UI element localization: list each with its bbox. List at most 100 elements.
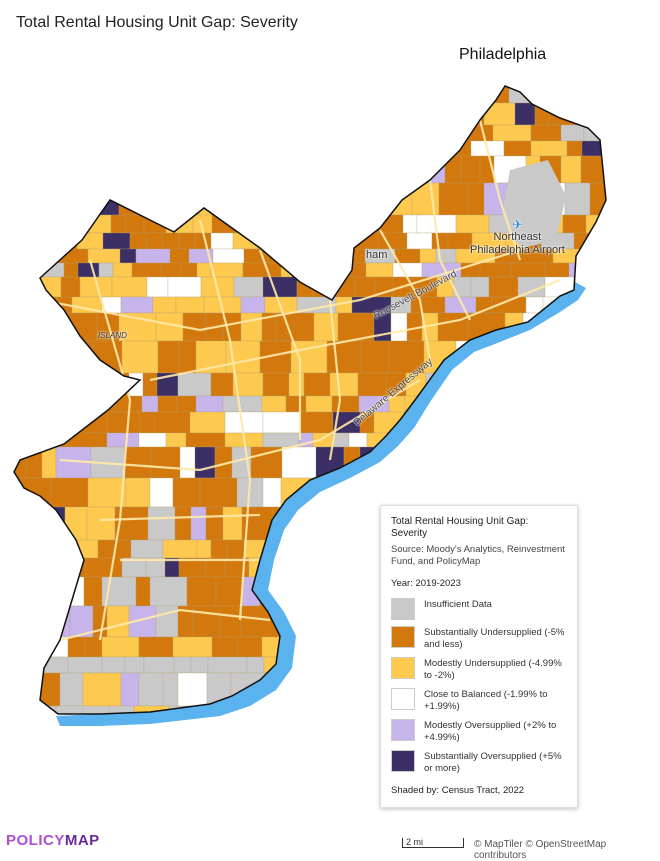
census-tract[interactable]	[125, 477, 151, 508]
legend-item-modestly-undersupplied[interactable]: Modestly Undersupplied (-4.99% to -2%)	[391, 657, 567, 682]
census-tract[interactable]	[0, 340, 31, 374]
census-tract[interactable]	[597, 232, 612, 250]
census-tract[interactable]	[67, 636, 86, 658]
census-tract[interactable]	[108, 705, 135, 738]
census-tract[interactable]	[393, 80, 434, 104]
census-tract[interactable]	[360, 340, 390, 374]
census-tract[interactable]	[199, 477, 238, 508]
census-tract[interactable]	[106, 605, 130, 638]
census-tract[interactable]	[98, 262, 114, 278]
census-tract[interactable]	[0, 557, 29, 578]
census-tract[interactable]	[282, 539, 314, 559]
census-tract[interactable]	[175, 296, 205, 314]
census-tract[interactable]	[0, 248, 27, 264]
census-tract[interactable]	[177, 672, 208, 707]
census-tract[interactable]	[111, 140, 130, 157]
census-tract[interactable]	[278, 557, 311, 578]
census-tract[interactable]	[527, 432, 545, 448]
census-tract[interactable]	[83, 576, 103, 607]
census-tract[interactable]	[261, 395, 287, 413]
census-tract[interactable]	[326, 80, 346, 104]
census-tract[interactable]	[564, 182, 591, 216]
census-tract[interactable]	[588, 372, 628, 397]
census-tract[interactable]	[67, 656, 103, 674]
census-tract[interactable]	[612, 277, 639, 297]
census-tract[interactable]	[60, 340, 80, 374]
census-tract[interactable]	[33, 605, 49, 638]
census-tract[interactable]	[431, 232, 449, 250]
census-tract[interactable]	[120, 296, 154, 314]
map-attribution[interactable]: © MapTiler © OpenStreetMap contributors	[474, 839, 607, 861]
census-tract[interactable]	[102, 232, 131, 250]
census-tract[interactable]	[143, 656, 175, 674]
census-tract[interactable]	[56, 182, 74, 216]
census-tract[interactable]	[346, 605, 374, 638]
census-tract[interactable]	[186, 576, 217, 607]
census-tract[interactable]	[615, 447, 631, 478]
census-tract[interactable]	[381, 102, 416, 126]
census-tract[interactable]	[544, 262, 570, 278]
census-tract[interactable]	[354, 276, 376, 298]
census-tract[interactable]	[444, 155, 462, 184]
census-tract[interactable]	[38, 506, 66, 541]
census-tract[interactable]	[560, 124, 585, 142]
census-tract[interactable]	[174, 124, 190, 142]
census-tract[interactable]	[314, 214, 337, 234]
census-tract[interactable]	[194, 446, 216, 479]
census-tract[interactable]	[22, 182, 58, 216]
census-tract[interactable]	[467, 182, 485, 216]
census-tract[interactable]	[198, 182, 234, 216]
census-tract[interactable]	[560, 155, 582, 184]
census-tract[interactable]	[143, 214, 167, 234]
census-tract[interactable]	[138, 636, 174, 658]
census-tract[interactable]	[612, 313, 645, 341]
census-tract[interactable]	[312, 276, 339, 298]
census-tract[interactable]	[219, 605, 242, 638]
census-tract[interactable]	[221, 80, 249, 104]
census-tract[interactable]	[338, 477, 361, 508]
census-tract[interactable]	[33, 124, 55, 142]
census-tract[interactable]	[294, 672, 326, 707]
census-tract[interactable]	[322, 155, 344, 184]
policymap-logo[interactable]: POLICYMAP	[6, 832, 100, 849]
census-tract[interactable]	[139, 182, 163, 216]
census-tract[interactable]	[252, 155, 278, 184]
census-tract[interactable]	[258, 214, 286, 234]
census-tract[interactable]	[318, 124, 341, 142]
census-tract[interactable]	[514, 102, 536, 126]
census-tract[interactable]	[0, 276, 23, 298]
census-tract[interactable]	[297, 705, 315, 738]
census-tract[interactable]	[569, 80, 606, 104]
census-tract[interactable]	[269, 124, 297, 142]
census-tract[interactable]	[599, 672, 639, 707]
census-tract[interactable]	[470, 276, 490, 298]
census-tract[interactable]	[131, 262, 162, 278]
census-tract[interactable]	[323, 576, 347, 607]
census-tract[interactable]	[285, 395, 307, 413]
census-tract[interactable]	[600, 656, 615, 674]
census-tract[interactable]	[106, 411, 141, 434]
census-tract[interactable]	[210, 155, 236, 184]
census-tract[interactable]	[583, 446, 615, 479]
census-tract[interactable]	[422, 432, 457, 448]
census-tract[interactable]	[335, 214, 368, 234]
census-tract[interactable]	[262, 372, 290, 397]
census-tract[interactable]	[313, 705, 329, 738]
census-tract[interactable]	[16, 636, 41, 658]
census-tract[interactable]	[157, 395, 178, 413]
census-tract[interactable]	[603, 296, 635, 314]
census-tract[interactable]	[438, 182, 469, 216]
census-tract[interactable]	[461, 372, 501, 397]
census-tract[interactable]	[140, 155, 175, 184]
census-tract[interactable]	[172, 636, 213, 658]
census-tract[interactable]	[56, 140, 86, 157]
census-tract[interactable]	[543, 432, 578, 448]
census-tract[interactable]	[401, 140, 442, 157]
census-tract[interactable]	[178, 232, 196, 250]
census-tract[interactable]	[87, 248, 121, 264]
census-tract[interactable]	[583, 124, 620, 142]
census-tract[interactable]	[66, 312, 98, 342]
census-tract[interactable]	[31, 395, 48, 413]
census-tract[interactable]	[81, 214, 112, 234]
census-tract[interactable]	[452, 80, 476, 104]
